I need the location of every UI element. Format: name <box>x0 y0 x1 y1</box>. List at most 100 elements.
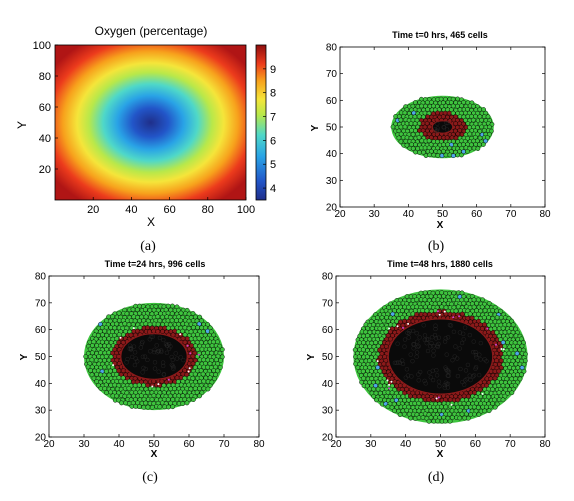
cell <box>414 297 420 303</box>
necrotic-cell <box>425 348 431 354</box>
y-tick-label: 70 <box>35 298 47 309</box>
cell <box>174 375 180 381</box>
cell <box>170 332 176 338</box>
cell <box>521 368 527 374</box>
cell <box>459 103 464 109</box>
cell <box>422 290 428 296</box>
necrotic-cell <box>457 330 463 335</box>
cell <box>479 326 485 332</box>
cell <box>421 149 426 155</box>
cell <box>461 300 467 306</box>
cell <box>404 107 410 112</box>
cell <box>205 386 211 392</box>
cell <box>100 332 105 338</box>
cell <box>496 368 502 374</box>
cell <box>388 336 393 342</box>
x-tick-label: 70 <box>505 439 517 450</box>
necrotic-cell <box>405 330 410 335</box>
debris-mark <box>376 360 379 363</box>
necrotic-cell <box>169 354 174 360</box>
cell <box>215 368 220 374</box>
cell <box>519 372 524 377</box>
cell <box>391 401 397 407</box>
cell <box>486 394 491 400</box>
necrotic-cell <box>181 357 186 363</box>
necrotic-cell <box>394 360 399 365</box>
cell <box>492 404 498 410</box>
cell <box>141 404 147 410</box>
cell <box>369 361 375 367</box>
y-tick-label: 20 <box>35 433 47 444</box>
cell <box>400 308 405 313</box>
necrotic-cell <box>133 356 138 361</box>
necrotic-cell <box>150 334 155 339</box>
cell <box>416 135 422 140</box>
cell <box>416 415 422 421</box>
cell <box>443 404 449 410</box>
necrotic-cell <box>161 337 166 343</box>
debris-mark <box>486 327 489 330</box>
cell <box>427 152 433 158</box>
necrotic-cell <box>132 350 138 355</box>
necrotic-cell <box>416 343 421 349</box>
necrotic-cell <box>129 354 135 360</box>
cell <box>149 397 155 402</box>
cell <box>375 372 381 378</box>
cell <box>408 121 414 126</box>
cell <box>428 408 434 414</box>
necrotic-cell <box>478 357 483 362</box>
debris-mark <box>443 310 446 313</box>
cell <box>498 365 504 370</box>
x-tick-label: 80 <box>539 439 551 450</box>
cell <box>514 351 520 356</box>
necrotic-cell <box>436 335 441 340</box>
cell <box>441 293 447 299</box>
necrotic-cell <box>433 336 439 341</box>
necrotic-cell <box>397 360 403 365</box>
necrotic-cell <box>157 335 163 341</box>
cell <box>380 379 385 385</box>
cell <box>473 113 478 119</box>
cell <box>361 340 366 345</box>
necrotic-cell <box>400 358 405 363</box>
cell <box>406 411 412 417</box>
panel-c-title: Time t=24 hrs, 996 cells <box>105 259 206 269</box>
necrotic-cell <box>459 340 465 346</box>
necrotic-cell <box>463 378 468 383</box>
cell <box>141 382 146 388</box>
necrotic-cell <box>169 362 174 367</box>
x-tick-label: 40 <box>400 439 412 450</box>
cell <box>494 330 500 335</box>
debris-mark <box>151 385 154 388</box>
y-tick-label: 20 <box>322 433 334 444</box>
cell <box>417 149 422 155</box>
cell <box>159 378 165 384</box>
necrotic-cell <box>422 337 427 343</box>
cell <box>490 386 495 392</box>
cell <box>397 412 403 417</box>
necrotic-cell <box>443 380 449 385</box>
cell <box>422 145 428 151</box>
y-tick-label: 60 <box>39 102 51 114</box>
cell <box>427 124 432 130</box>
cell <box>388 329 393 335</box>
necrotic-cell <box>455 356 460 361</box>
cell <box>361 375 366 381</box>
cell <box>509 390 515 396</box>
necrotic-cell <box>430 368 435 373</box>
necrotic-cell <box>431 353 436 358</box>
necrotic-cell <box>463 368 469 373</box>
cell <box>174 396 180 402</box>
necrotic-cell <box>441 124 447 130</box>
cell <box>389 390 395 395</box>
cell <box>483 138 488 144</box>
necrotic-cell <box>441 125 446 130</box>
cell <box>218 358 223 363</box>
necrotic-cell <box>141 365 146 371</box>
cell <box>169 318 175 323</box>
cell <box>428 415 434 420</box>
cell <box>103 354 109 359</box>
y-tick-label: 80 <box>322 272 334 283</box>
debris-mark <box>396 325 399 328</box>
